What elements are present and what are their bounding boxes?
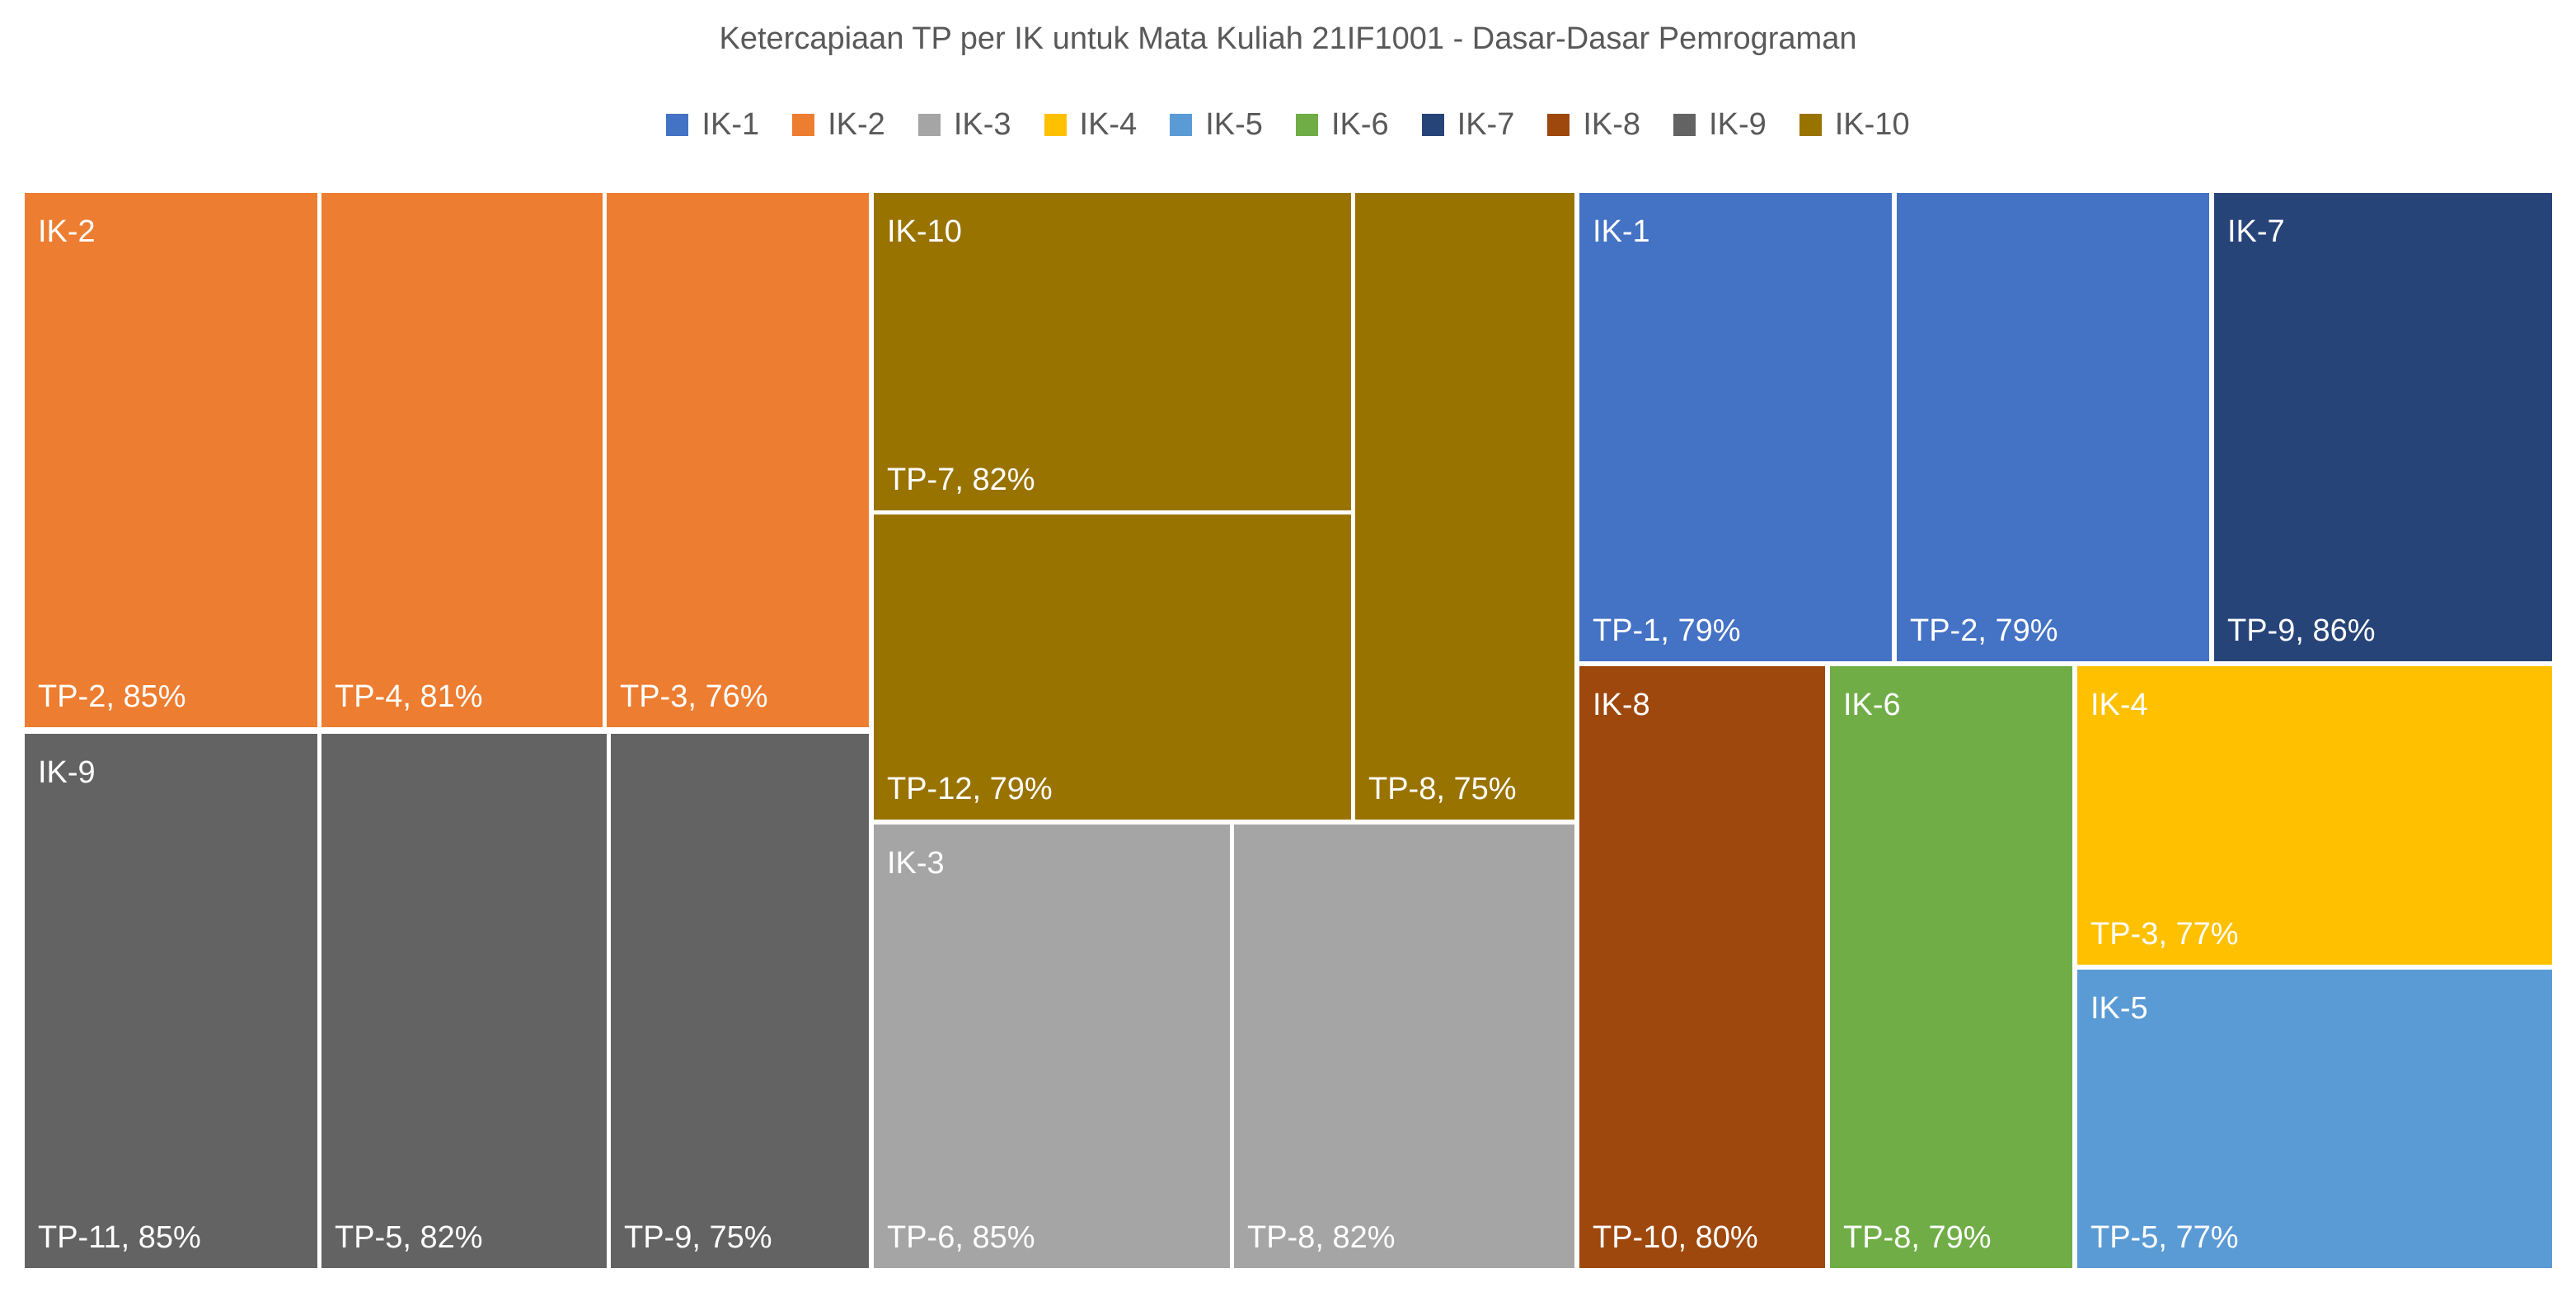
legend-swatch xyxy=(1295,113,1318,136)
legend-swatch xyxy=(1421,113,1444,136)
treemap-tile-ik-7-tp-9: IK-7 TP-9, 86% xyxy=(2214,193,2552,661)
data-label: TP-2, 79% xyxy=(1910,613,2058,648)
data-label: TP-3, 76% xyxy=(620,679,768,714)
treemap-tile-ik-10-tp-7: IK-10 TP-7, 82% xyxy=(874,193,1351,510)
data-label: TP-5, 82% xyxy=(335,1220,483,1255)
data-label: TP-2, 85% xyxy=(38,679,186,714)
treemap-tile-ik-10-tp-8: TP-8, 75% xyxy=(1355,193,1574,820)
legend: IK-1 IK-2 IK-3 IK-4 IK-5 IK-6 IK-7 IK-8 IK-9 IK-1… xyxy=(0,109,2576,140)
data-label: TP-9, 86% xyxy=(2227,613,2376,648)
legend-swatch xyxy=(1799,113,1822,136)
legend-label: IK-9 xyxy=(1709,107,1767,142)
legend-label: IK-7 xyxy=(1457,107,1515,142)
legend-item-ik-8: IK-8 xyxy=(1547,109,1640,140)
legend-swatch xyxy=(792,113,815,136)
legend-swatch xyxy=(1044,113,1067,136)
legend-label: IK-6 xyxy=(1330,107,1389,142)
legend-swatch xyxy=(666,113,689,136)
legend-swatch xyxy=(1673,113,1696,136)
legend-item-ik-3: IK-3 xyxy=(917,107,1011,142)
treemap-tile-ik-5-tp-5: IK-5 TP-5, 77% xyxy=(2077,970,2552,1268)
data-label: TP-7, 82% xyxy=(887,463,1035,497)
legend-swatch xyxy=(917,113,941,136)
treemap-tile-ik-2-tp-4: TP-4, 81% xyxy=(321,193,603,727)
treemap-tile-ik-3-tp-8: TP-8, 82% xyxy=(1234,825,1574,1268)
data-label: TP-8, 79% xyxy=(1843,1220,1992,1255)
data-label: TP-1, 79% xyxy=(1593,613,1741,648)
chart-title: Ketercapiaan TP per IK untuk Mata Kuliah… xyxy=(719,21,1857,56)
data-label: TP-8, 75% xyxy=(1368,772,1517,806)
group-label: IK-9 xyxy=(38,755,96,790)
data-label: TP-11, 85% xyxy=(38,1220,201,1255)
data-label: TP-6, 85% xyxy=(887,1220,1035,1255)
legend-label: IK-5 xyxy=(1205,107,1263,142)
group-label: IK-7 xyxy=(2227,214,2285,249)
group-label: IK-6 xyxy=(1843,688,1901,722)
group-label: IK-1 xyxy=(1593,214,1650,249)
group-label: IK-10 xyxy=(887,214,962,249)
treemap-tile-ik-3-tp-6: IK-3 TP-6, 85% xyxy=(874,825,1230,1268)
legend-swatch xyxy=(1170,113,1193,136)
legend-item-ik-10: IK-10 xyxy=(1799,109,1910,140)
legend-swatch xyxy=(1547,113,1570,136)
data-label: TP-12, 79% xyxy=(887,772,1053,806)
data-label: TP-10, 80% xyxy=(1593,1220,1758,1255)
treemap-tile-ik-8-tp-10: IK-8 TP-10, 80% xyxy=(1579,666,1825,1268)
treemap-tile-ik-9-tp-9: TP-9, 75% xyxy=(611,734,869,1268)
treemap-tile-ik-1-tp-1: IK-1 TP-1, 79% xyxy=(1579,193,1892,661)
treemap-tile-ik-10-tp-12: TP-12, 79% xyxy=(874,514,1351,820)
legend-label: IK-8 xyxy=(1583,107,1641,142)
treemap-tile-ik-9-tp-11: IK-9 TP-11, 85% xyxy=(25,734,317,1268)
legend-item-ik-2: IK-2 xyxy=(792,109,885,140)
treemap-tile-ik-2-tp-2: IK-2 TP-2, 85% xyxy=(25,193,317,727)
legend-item-ik-7: IK-7 xyxy=(1421,107,1515,142)
treemap-tile-ik-6-tp-8: IK-6 TP-8, 79% xyxy=(1830,666,2072,1268)
data-label: TP-3, 77% xyxy=(2090,917,2239,951)
treemap-tile-ik-1-tp-2: TP-2, 79% xyxy=(1897,193,2209,661)
legend-label: IK-1 xyxy=(701,107,760,142)
group-label: IK-4 xyxy=(2090,688,2148,722)
data-label: TP-9, 75% xyxy=(624,1220,772,1255)
legend-item-ik-5: IK-5 xyxy=(1170,109,1263,140)
legend-label: IK-4 xyxy=(1079,107,1138,142)
legend-label: IK-2 xyxy=(828,107,885,142)
treemap-tile-ik-4-tp-3: IK-4 TP-3, 77% xyxy=(2077,666,2552,965)
group-label: IK-8 xyxy=(1593,688,1650,722)
data-label: TP-4, 81% xyxy=(335,679,483,714)
group-label: IK-3 xyxy=(887,846,945,881)
legend-item-ik-1: IK-1 xyxy=(666,109,759,140)
legend-label: IK-10 xyxy=(1834,107,1910,142)
treemap-tile-ik-2-tp-3: TP-3, 76% xyxy=(607,193,869,727)
group-label: IK-5 xyxy=(2090,991,2148,1026)
legend-item-ik-9: IK-9 xyxy=(1673,109,1767,140)
legend-item-ik-4: IK-4 xyxy=(1044,107,1138,142)
legend-label: IK-3 xyxy=(953,107,1011,142)
treemap-tile-ik-9-tp-5: TP-5, 82% xyxy=(321,734,607,1268)
group-label: IK-2 xyxy=(38,214,96,249)
legend-item-ik-6: IK-6 xyxy=(1295,107,1389,142)
data-label: TP-8, 82% xyxy=(1247,1220,1396,1255)
data-label: TP-5, 77% xyxy=(2090,1220,2239,1255)
